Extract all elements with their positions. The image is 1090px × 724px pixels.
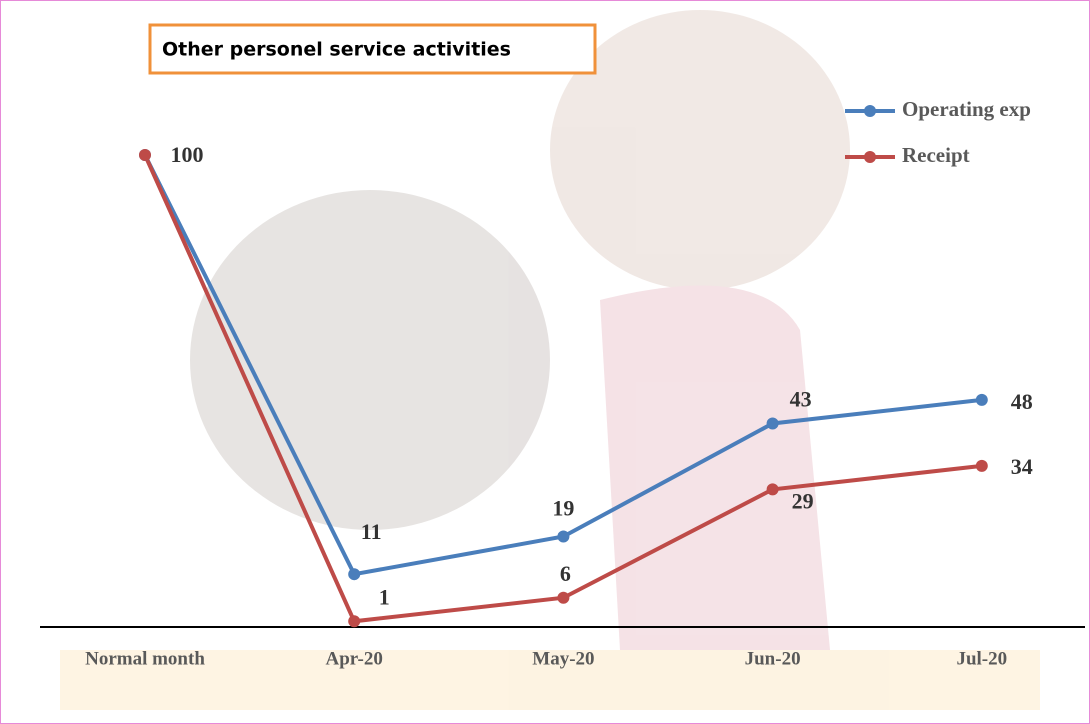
data-label: 6: [560, 561, 571, 586]
legend-label: Receipt: [902, 143, 970, 167]
x-tick-label: May-20: [532, 648, 594, 669]
data-label: 1: [379, 584, 390, 609]
point: [975, 393, 988, 406]
point: [766, 483, 779, 496]
point: [139, 149, 151, 161]
data-label: 43: [790, 387, 812, 412]
x-tick-label: Jun-20: [745, 648, 801, 669]
data-label: 11: [361, 519, 382, 544]
legend-marker: [864, 151, 876, 163]
legend-marker: [864, 105, 876, 117]
point: [557, 591, 570, 604]
data-label: 48: [1011, 389, 1033, 414]
point: [348, 568, 361, 581]
point: [975, 459, 988, 472]
title-box: [148, 23, 597, 75]
point: [557, 530, 570, 543]
x-tick-label: Apr-20: [326, 648, 383, 669]
data-label: 29: [792, 488, 814, 513]
point: [348, 615, 361, 628]
chart-title: Other personel service activities: [162, 39, 511, 61]
x-tick-label: Normal month: [85, 648, 205, 669]
point: [766, 417, 779, 430]
data-label: 100: [171, 142, 204, 167]
background-illustration: [60, 10, 1040, 710]
x-tick-label: Jul-20: [956, 648, 1007, 669]
legend-label: Operating exp: [902, 97, 1031, 121]
data-label: 19: [552, 496, 574, 521]
data-label: 34: [1011, 454, 1033, 479]
